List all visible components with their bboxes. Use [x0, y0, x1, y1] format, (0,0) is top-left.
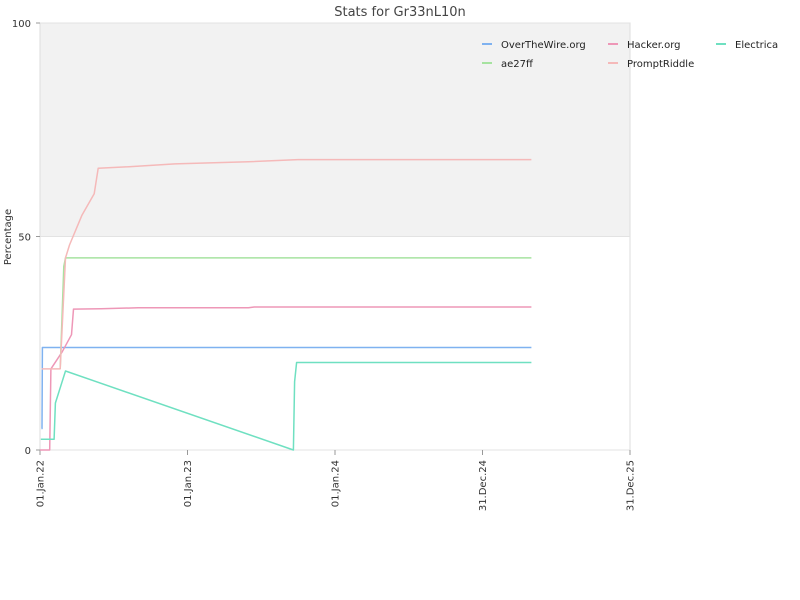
- upper-band: [40, 23, 630, 237]
- series-line-electrica: [40, 361, 532, 451]
- x-tick-label: 01.Jan.22: [36, 460, 47, 507]
- chart-title: Stats for Gr33nL10n: [334, 5, 466, 20]
- x-tick-label: 31.Dec.25: [626, 460, 637, 511]
- series-line-overthewire-org: [41, 346, 532, 430]
- legend-label: Electrica: [735, 40, 778, 51]
- series-line-hacker-org: [40, 306, 532, 451]
- axes: 0 50 100 01.Jan.22 01.Jan.23 01.Jan.24 31.Dec.…: [12, 19, 637, 511]
- legend: OverTheWire.org Hacker.org Electrica ae27ff…: [482, 40, 778, 70]
- y-tick-label: 50: [18, 233, 31, 244]
- x-tick-label: 01.Jan.24: [331, 460, 342, 507]
- series-lines: [40, 158, 532, 451]
- x-tick-label: 31.Dec.24: [478, 460, 489, 511]
- legend-label: ae27ff: [501, 59, 534, 70]
- legend-label: PromptRiddle: [627, 59, 694, 70]
- series-line-promptriddle: [41, 158, 532, 370]
- y-tick-label: 0: [25, 446, 31, 457]
- y-tick-label: 100: [12, 19, 31, 30]
- series-line-ae27ff: [59, 257, 532, 369]
- x-tick-label: 01.Jan.23: [183, 460, 194, 507]
- legend-label: OverTheWire.org: [501, 40, 586, 51]
- y-axis-title: Percentage: [3, 209, 14, 265]
- legend-label: Hacker.org: [627, 40, 681, 51]
